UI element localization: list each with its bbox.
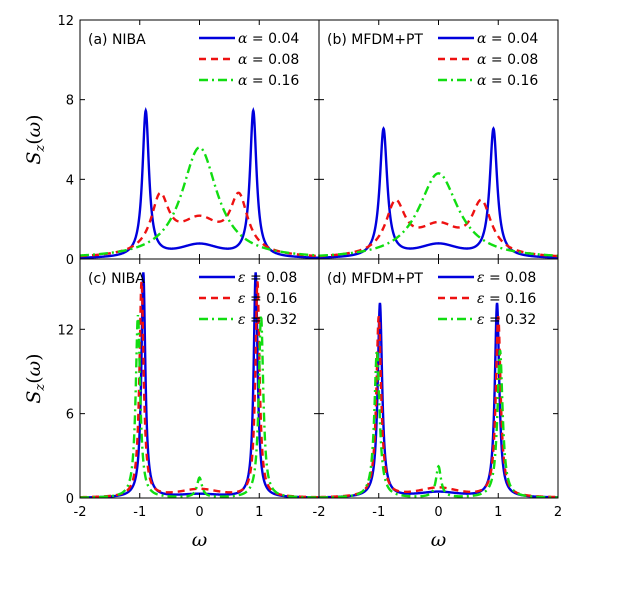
panel-d: -2 -1 0 1 2 (d) MFDM+PT ε = 0.08 ε = 0.16 ε = 0.… [313, 258, 562, 551]
y-tick-label: 12 [57, 14, 74, 29]
legend-label: ε = 0.08 [238, 270, 297, 286]
series-line-a-3 [80, 146, 319, 257]
x-tick-label: -2 [313, 505, 326, 520]
series-line-c-3 [80, 314, 319, 498]
panel-title: (c) NIBA [88, 271, 145, 287]
legend-label: α = 0.08 [477, 52, 538, 68]
panel-b: (b) MFDM+PT α = 0.04 α = 0.08 α = 0.16 [318, 19, 559, 260]
series-line-d-3 [319, 349, 558, 498]
legend-label: ε = 0.08 [477, 270, 536, 286]
panel-title: (d) MFDM+PT [327, 271, 423, 287]
y-axis-title: Sz(ω) [23, 353, 48, 403]
x-tick-label: 0 [195, 505, 203, 520]
y-tick-label: 0 [66, 253, 74, 268]
y-tick-label: 12 [57, 323, 74, 338]
x-axis-title: ω [431, 529, 447, 551]
legend-label: α = 0.16 [238, 73, 299, 89]
series-line-b-2 [319, 198, 558, 258]
x-tick-label: 1 [494, 505, 502, 520]
x-tick-label: 2 [554, 505, 562, 520]
x-tick-label: -2 [74, 505, 87, 520]
x-tick-label: 1 [255, 505, 263, 520]
x-tick-label: -1 [133, 505, 146, 520]
series-line-b-3 [319, 172, 558, 257]
series-line-a-2 [80, 191, 319, 258]
y-tick-label: 4 [66, 173, 74, 188]
x-axis-title: ω [192, 529, 208, 551]
x-tick-label: -1 [372, 505, 385, 520]
series-line-a-1 [80, 107, 319, 259]
x-tick-label: 0 [434, 505, 442, 520]
panel-title: (b) MFDM+PT [327, 32, 423, 48]
panel-a: 0 4 8 12 (a) NIBA α = 0.04 α = 0.08 α = 0.16 Sz(… [23, 14, 320, 268]
panel-c: 0 6 12 -2 -1 0 1 (c) NIBA ε = 0.08 ε = 0.16 ε = 0.… [23, 258, 320, 551]
legend-label: α = 0.04 [238, 31, 299, 47]
legend-label: α = 0.08 [238, 52, 299, 68]
legend-label: α = 0.16 [477, 73, 538, 89]
y-tick-label: 8 [66, 94, 74, 109]
legend-label: ε = 0.16 [238, 291, 297, 307]
legend-label: ε = 0.32 [238, 312, 297, 328]
y-axis-title: Sz(ω) [23, 114, 48, 164]
series-line-b-1 [319, 126, 558, 259]
legend-label: ε = 0.32 [477, 312, 536, 328]
y-tick-label: 6 [66, 408, 74, 423]
legend-label: α = 0.04 [477, 31, 538, 47]
panel-title: (a) NIBA [88, 32, 146, 48]
legend-label: ε = 0.16 [477, 291, 536, 307]
y-tick-label: 0 [66, 492, 74, 507]
